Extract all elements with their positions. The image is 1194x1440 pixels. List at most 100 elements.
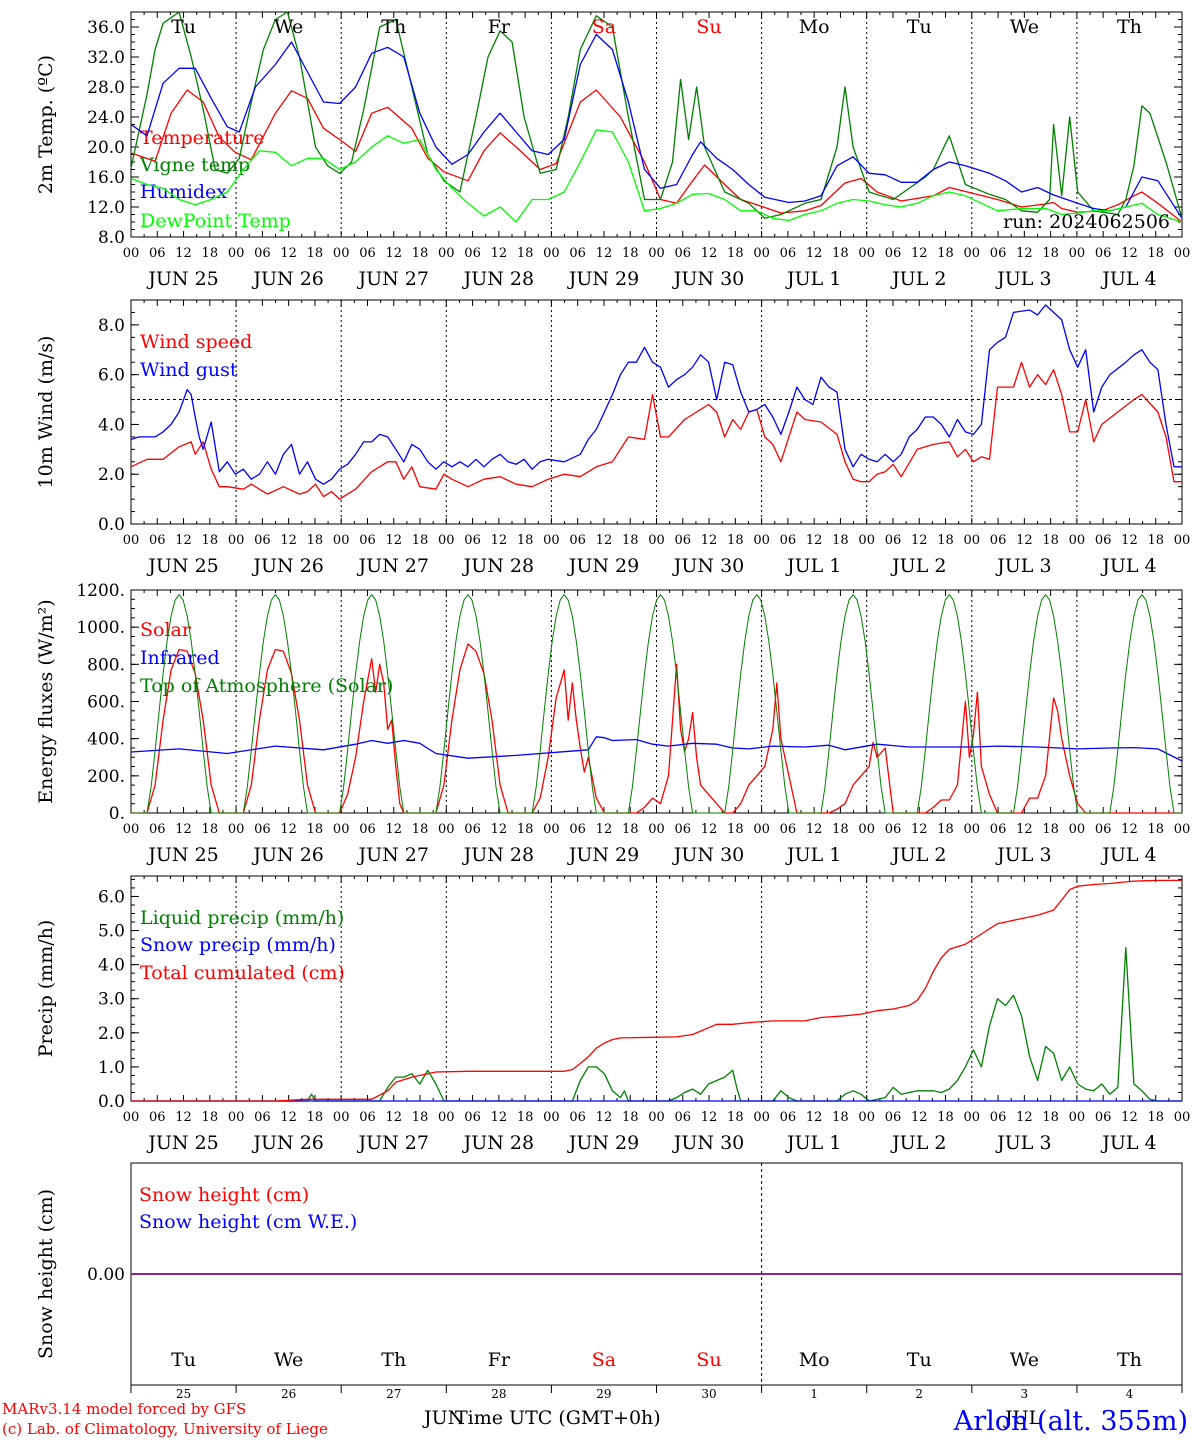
hour-label: 12: [491, 822, 508, 837]
hour-label: 00: [123, 533, 140, 548]
y-tick-label: 8.0: [98, 228, 125, 248]
hour-label: 06: [1095, 533, 1112, 548]
hour-label: 00: [438, 1110, 455, 1125]
hour-label: 00: [543, 246, 560, 261]
hour-label: 18: [517, 533, 534, 548]
date-label: JUL 1: [785, 1132, 841, 1154]
hour-label: 06: [464, 533, 481, 548]
legend-label: Wind speed: [140, 331, 252, 353]
legend-label: Liquid precip (mm/h): [140, 907, 344, 929]
hour-label: 12: [1016, 822, 1033, 837]
hour-label: 18: [622, 822, 639, 837]
date-label: JUN 26: [251, 555, 323, 577]
hour-label: 00: [1069, 533, 1086, 548]
hour-label: 18: [832, 1110, 849, 1125]
weekday-label: Mo: [799, 16, 830, 38]
date-label: JUL 1: [785, 844, 841, 866]
hour-label: 18: [307, 1110, 324, 1125]
hour-label: 00: [228, 1110, 245, 1125]
hour-label: 18: [1147, 1110, 1164, 1125]
hour-label: 18: [727, 246, 744, 261]
date-label: JUN 29: [567, 844, 639, 866]
date-label: JUL 1: [785, 555, 841, 577]
weekday-label: Tu: [907, 1349, 932, 1371]
weekday-label: Th: [1117, 16, 1142, 38]
day-number: 26: [281, 1387, 296, 1401]
hour-label: 18: [307, 822, 324, 837]
hour-label: 12: [806, 1110, 823, 1125]
date-label: JUL 3: [995, 1132, 1051, 1154]
day-number: 29: [596, 1387, 611, 1401]
weekday-label: Sa: [592, 16, 616, 38]
day-number: 1: [810, 1387, 818, 1401]
weekday-label: Mo: [799, 1349, 830, 1371]
hour-label: 18: [1147, 246, 1164, 261]
hour-label: 00: [333, 822, 350, 837]
legend-label: Solar: [140, 619, 192, 641]
legend-label: Snow precip (mm/h): [140, 934, 336, 956]
hour-label: 18: [412, 533, 429, 548]
hour-label: 06: [569, 1110, 586, 1125]
y-tick-label: 8.0: [98, 316, 125, 336]
legend-label: Infrared: [140, 647, 220, 669]
day-number: 3: [1021, 1387, 1029, 1401]
hour-label: 00: [543, 533, 560, 548]
hour-label: 00: [438, 246, 455, 261]
y-tick-label: 1200.: [76, 581, 125, 601]
hour-label: 12: [701, 1110, 718, 1125]
y-tick-label: 28.0: [87, 78, 125, 98]
y-tick-label: 0.00: [87, 1265, 125, 1285]
hour-label: 12: [1016, 533, 1033, 548]
weekday-label: Sa: [592, 1349, 616, 1371]
hour-label: 18: [307, 246, 324, 261]
date-label: JUN 29: [567, 1132, 639, 1154]
hour-label: 00: [438, 533, 455, 548]
y-tick-label: 32.0: [87, 48, 125, 68]
hour-label: 00: [1069, 1110, 1086, 1125]
hour-label: 18: [1147, 533, 1164, 548]
hour-label: 00: [964, 822, 981, 837]
hour-label: 06: [1095, 246, 1112, 261]
y-tick-label: 20.0: [87, 138, 125, 158]
series-line-top-of-atmosphere-solar: [131, 594, 1182, 814]
hour-label: 00: [333, 1110, 350, 1125]
hour-label: 00: [228, 246, 245, 261]
date-label: JUN 26: [251, 268, 323, 290]
hour-label: 12: [491, 246, 508, 261]
hour-label: 06: [569, 822, 586, 837]
hour-label: 18: [832, 822, 849, 837]
hour-label: 18: [202, 1110, 219, 1125]
lab-credit: (c) Lab. of Climatology, University of L…: [2, 1420, 328, 1438]
hour-label: 06: [569, 533, 586, 548]
day-number: 2: [915, 1387, 923, 1401]
hour-label: 18: [1042, 1110, 1059, 1125]
hour-label: 06: [675, 822, 692, 837]
hour-label: 00: [123, 822, 140, 837]
hour-label: 00: [543, 1110, 560, 1125]
series-line-dewpoint-temp: [130, 129, 1183, 223]
y-axis-title: 2m Temp. (ºC): [35, 55, 57, 194]
hour-label: 00: [1174, 1110, 1191, 1125]
series-line-wind-speed: [130, 361, 1182, 500]
y-tick-label: 6.0: [98, 887, 125, 907]
hour-label: 06: [990, 246, 1007, 261]
run-label: run: 2024062506: [1003, 211, 1170, 233]
hour-label: 18: [727, 822, 744, 837]
date-label: JUL 2: [890, 844, 946, 866]
hour-label: 18: [412, 822, 429, 837]
hour-label: 06: [780, 822, 797, 837]
y-tick-label: 0.0: [98, 1092, 125, 1112]
hour-label: 18: [622, 246, 639, 261]
panel-wind: 0.0 2.0 4.0 6.0 8.0 10m Wind (m/s) Wind speed W…: [35, 299, 1190, 577]
hour-label: 00: [964, 1110, 981, 1125]
date-label: JUN 30: [672, 1132, 744, 1154]
hour-label: 18: [1042, 533, 1059, 548]
hour-label: 12: [701, 822, 718, 837]
hour-label: 12: [701, 533, 718, 548]
hour-label: 12: [596, 246, 613, 261]
y-tick-label: 600.: [87, 693, 125, 713]
hour-label: 06: [1095, 1110, 1112, 1125]
series-line-wind-gust: [130, 304, 1182, 485]
hour-label: 00: [438, 822, 455, 837]
y-tick-label: 0.0: [98, 515, 125, 535]
